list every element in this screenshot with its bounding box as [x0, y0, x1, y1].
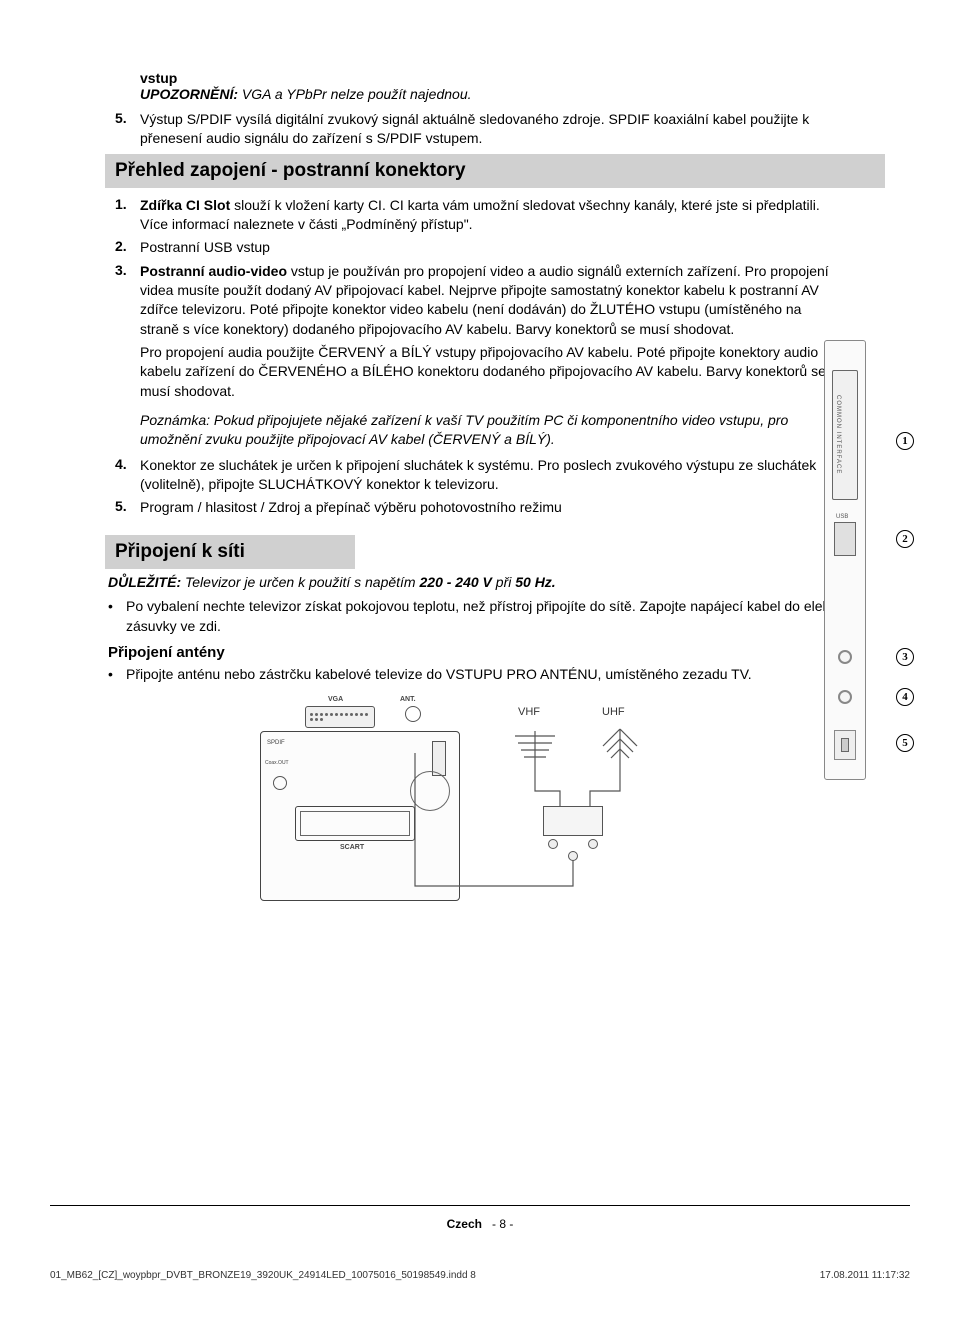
usb-label: USB	[836, 514, 848, 520]
footer-file: 01_MB62_[CZ]_woypbpr_DVBT_BRONZE19_3920U…	[50, 1270, 476, 1281]
item-text: Zdířka CI Slot slouží k vložení karty CI…	[140, 196, 910, 235]
item-number: 3.	[115, 262, 140, 339]
item-number: 1.	[115, 196, 140, 235]
important-voltage: 220 - 240 V	[420, 574, 492, 590]
connection-lines	[260, 691, 700, 921]
item-text: Výstup S/PDIF vysílá digitální zvukový s…	[140, 110, 910, 148]
overview-item-4: 4. Konektor ze sluchátek je určen k přip…	[115, 456, 910, 495]
overview-item-3: 3. Postranní audio-video vstup je použív…	[115, 262, 910, 339]
headphone-port	[838, 690, 852, 704]
footer-lang: Czech	[447, 1217, 482, 1231]
important-line: DŮLEŽITÉ: Televizor je určen k použití s…	[108, 573, 910, 593]
usb-port	[834, 522, 856, 556]
bullet-1: Po vybalení nechte televizor získat poko…	[108, 597, 910, 636]
warning-line: UPOZORNĚNÍ: VGA a YPbPr nelze použít naj…	[140, 86, 910, 102]
callout-4: 4	[896, 688, 914, 706]
item-number: 5.	[115, 498, 140, 517]
important-text2: při	[492, 574, 515, 590]
vstup-label: vstup	[140, 70, 910, 86]
callout-3: 3	[896, 648, 914, 666]
item-number: 2.	[115, 238, 140, 257]
section-heading-overview: Přehled zapojení - postranní konektory	[105, 154, 885, 188]
splitter-port-out	[568, 851, 578, 861]
audio-paragraph: Pro propojení audia použijte ČERVENÝ a B…	[140, 343, 910, 401]
bullet-2: Připojte anténu nebo zástrčku kabelové t…	[108, 665, 910, 685]
item-number: 4.	[115, 456, 140, 495]
splitter-box	[543, 806, 603, 836]
item-text: Konektor ze sluchátek je určen k připoje…	[140, 456, 910, 495]
av-port	[838, 650, 852, 664]
side-panel-figure: COMMON INTERFACE USB 1 2 3 4 5	[824, 340, 894, 800]
warning-text: VGA a YPbPr nelze použít najednou.	[238, 86, 472, 102]
overview-item-2: 2. Postranní USB vstup	[115, 238, 910, 257]
warning-prefix: UPOZORNĚNÍ:	[140, 86, 238, 102]
intro-item-5: 5. Výstup S/PDIF vysílá digitální zvukov…	[115, 110, 910, 148]
overview-item-5: 5. Program / hlasitost / Zdroj a přepína…	[115, 498, 910, 517]
item-text: Postranní USB vstup	[140, 238, 910, 257]
item-text: Postranní audio-video vstup je používán …	[140, 262, 910, 339]
switch-knob	[841, 738, 849, 752]
footer-page: - 8 -	[492, 1217, 513, 1231]
antenna-subhead: Připojení antény	[108, 644, 910, 661]
important-text1: Televizor je určen k použití s napětím	[181, 574, 419, 590]
section-heading-network: Připojení k síti	[105, 535, 355, 569]
splitter-port-1	[548, 839, 558, 849]
overview-item-1: 1. Zdířka CI Slot slouží k vložení karty…	[115, 196, 910, 235]
page-content: vstup UPOZORNĚNÍ: VGA a YPbPr nelze použ…	[50, 0, 910, 921]
splitter-port-2	[588, 839, 598, 849]
callout-1: 1	[896, 432, 914, 450]
footer-meta: 01_MB62_[CZ]_woypbpr_DVBT_BRONZE19_3920U…	[50, 1270, 910, 1281]
footer-border: Czech - 8 -	[50, 1205, 910, 1241]
ci-slot-label: COMMON INTERFACE	[835, 395, 841, 474]
item-number: 5.	[115, 110, 140, 148]
antenna-diagram: SPDIF Coax.OUT VGA ANT. SCART VHF UHF	[260, 691, 700, 921]
note-paragraph: Poznámka: Pokud připojujete nějaké zaříz…	[140, 411, 910, 450]
important-prefix: DŮLEŽITÉ:	[108, 574, 181, 590]
callout-2: 2	[896, 530, 914, 548]
antenna-diagram-wrap: SPDIF Coax.OUT VGA ANT. SCART VHF UHF	[50, 691, 910, 921]
footer-date: 17.08.2011 11:17:32	[820, 1270, 910, 1281]
item-text: Program / hlasitost / Zdroj a přepínač v…	[140, 498, 910, 517]
footer-text: Czech - 8 -	[447, 1217, 514, 1231]
important-hz: 50 Hz.	[515, 574, 555, 590]
callout-5: 5	[896, 734, 914, 752]
